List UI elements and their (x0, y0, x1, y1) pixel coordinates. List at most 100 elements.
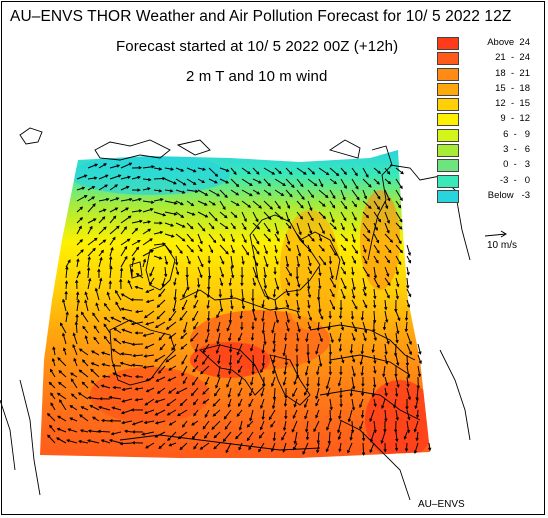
wind-arrow-head (296, 263, 301, 268)
wind-arrow-head (343, 171, 347, 175)
wind-arrow (169, 420, 177, 426)
legend-swatch (437, 98, 459, 112)
wind-arrow-head (100, 384, 105, 388)
wind-arrow-head (247, 171, 251, 175)
wind-arrow (351, 255, 356, 264)
wind-arrow-head (355, 186, 359, 190)
wind-arrow (164, 189, 173, 192)
wind-arrow-head (338, 348, 343, 353)
wind-arrow (416, 409, 419, 418)
wind-arrow (262, 343, 265, 353)
wind-arrow (361, 343, 364, 354)
wind-arrow-head (413, 428, 417, 433)
wind-arrow (235, 431, 243, 439)
wind-arrow-head (97, 429, 101, 434)
wind-arrow (406, 343, 412, 355)
wind-arrow (230, 299, 233, 309)
wind-arrow-head (224, 215, 228, 219)
wind-arrow-head (109, 265, 113, 270)
wind-arrow (252, 277, 256, 286)
wind-arrow (416, 431, 419, 441)
wind-arrow-head (263, 341, 267, 346)
wind-arrow-head (145, 299, 150, 304)
wind-arrow-head (79, 414, 83, 418)
wind-arrow (57, 392, 67, 400)
wind-arrow-head (145, 378, 149, 382)
wind-arrow (260, 365, 265, 373)
wind-arrow-head (137, 188, 141, 192)
wind-arrow-head (238, 382, 242, 386)
wind-arrow (296, 233, 304, 243)
wind-arrow (219, 299, 223, 312)
wind-arrow (193, 398, 199, 405)
wind-arrow-head (126, 185, 130, 189)
wind-arrow (384, 409, 387, 421)
wind-arrow-head (321, 230, 325, 235)
wind-arrow-head (311, 238, 315, 242)
wind-arrow-head (214, 217, 218, 222)
wind-arrow-head (386, 341, 390, 345)
wind-arrow (76, 195, 87, 202)
wind-arrow-head (354, 172, 358, 177)
wind-arrow-head (301, 196, 305, 201)
wind-arrow-head (216, 314, 220, 319)
wind-arrow (158, 288, 166, 297)
wind-arrow-head (181, 424, 186, 428)
wind-arrow-head (243, 226, 247, 231)
wind-arrow-head (347, 418, 352, 423)
wind-arrow-head (408, 351, 412, 356)
wind-arrow-head (325, 172, 330, 176)
wind-arrow (373, 288, 376, 299)
wind-arrow-head (260, 405, 264, 409)
wind-arrow-head (143, 420, 148, 425)
wind-arrow-head (339, 371, 343, 376)
wind-arrow (273, 332, 276, 344)
wind-arrow-head (103, 208, 107, 212)
wind-arrow-head (352, 337, 356, 342)
wind-arrow (384, 343, 387, 355)
wind-arrow-head (342, 271, 346, 275)
wind-arrow-head (49, 424, 53, 429)
wind-arrow-head (158, 293, 162, 298)
wind-arrow (215, 376, 221, 388)
wind-arrow-head (329, 406, 333, 411)
wind-arrow-head (306, 383, 310, 388)
wind-arrow (193, 299, 199, 309)
wind-arrow-head (271, 405, 276, 410)
wind-arrow (177, 409, 188, 417)
wind-arrow-head (337, 429, 341, 434)
wind-arrow (153, 231, 163, 235)
wind-arrow (101, 419, 111, 422)
wind-arrow-head (202, 228, 206, 232)
wind-arrow (68, 428, 78, 433)
wind-arrow (70, 372, 78, 378)
wind-arrow (92, 312, 100, 323)
wind-arrow-head (120, 307, 125, 311)
wind-arrow-head (271, 171, 276, 175)
wind-arrow (315, 398, 320, 406)
wind-arrow (248, 442, 254, 450)
wind-arrow (230, 200, 240, 206)
wind-arrow-head (90, 350, 95, 354)
wind-arrow-head (170, 167, 174, 171)
wind-arrow-head (303, 392, 307, 396)
wind-arrow-head (102, 239, 107, 243)
wind-arrow (85, 335, 89, 345)
wind-arrow-head (333, 226, 337, 230)
wind-arrow-head (103, 335, 107, 340)
wind-arrow (202, 343, 210, 353)
wind-arrow (252, 178, 262, 184)
wind-arrow-head (228, 282, 232, 287)
wind-arrow (360, 354, 364, 365)
wind-arrow-head (263, 285, 268, 290)
wind-arrow-head (130, 297, 134, 302)
wind-arrow-head (193, 305, 197, 309)
wind-arrow (307, 222, 312, 234)
wind-arrow (87, 218, 96, 224)
wind-arrow-head (65, 265, 69, 270)
wind-arrow-head (328, 260, 333, 265)
wind-arrow-head (376, 250, 380, 254)
wind-arrow (202, 387, 210, 395)
wind-arrow (285, 321, 290, 332)
wind-arrow (145, 321, 155, 325)
